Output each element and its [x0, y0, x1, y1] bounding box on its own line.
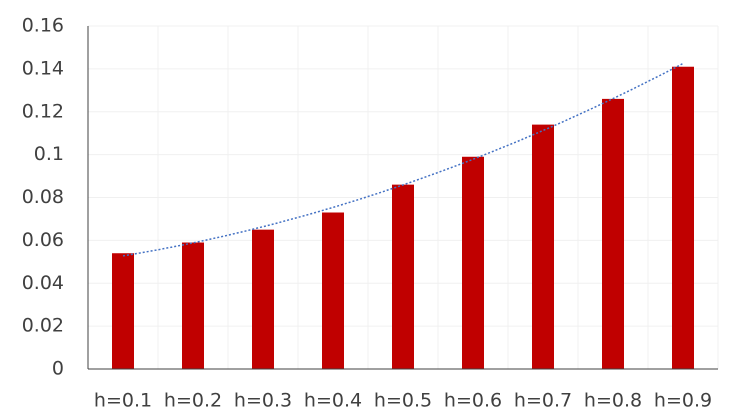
- y-tick-label: 0.12: [22, 100, 64, 122]
- x-tick-label: h=0.1: [94, 390, 152, 412]
- x-tick-label: h=0.9: [654, 390, 712, 412]
- x-tick-label: h=0.6: [444, 390, 502, 412]
- trendline: [122, 62, 684, 257]
- bar: [672, 66, 694, 369]
- bar: [462, 156, 484, 369]
- x-tick-label: h=0.2: [164, 390, 222, 412]
- bar: [252, 229, 274, 369]
- y-tick-label: 0.02: [22, 315, 64, 337]
- bar: [322, 212, 344, 369]
- bar: [532, 124, 554, 369]
- x-tick-label: h=0.7: [514, 390, 572, 412]
- y-tick-label: 0.08: [22, 186, 64, 208]
- bar: [112, 253, 134, 369]
- y-tick-label: 0: [52, 358, 64, 380]
- bar: [392, 184, 414, 369]
- x-tick-label: h=0.4: [304, 390, 362, 412]
- bar: [182, 242, 204, 369]
- bar: [602, 98, 624, 369]
- y-tick-label: 0.1: [34, 143, 64, 165]
- y-tick-label: 0.16: [22, 15, 64, 37]
- x-tick-label: h=0.5: [374, 390, 432, 412]
- x-tick-label: h=0.3: [234, 390, 292, 412]
- x-tick-label: h=0.8: [584, 390, 642, 412]
- y-tick-label: 0.14: [22, 57, 64, 79]
- y-tick-label: 0.06: [22, 229, 64, 251]
- y-tick-label: 0.04: [22, 272, 64, 294]
